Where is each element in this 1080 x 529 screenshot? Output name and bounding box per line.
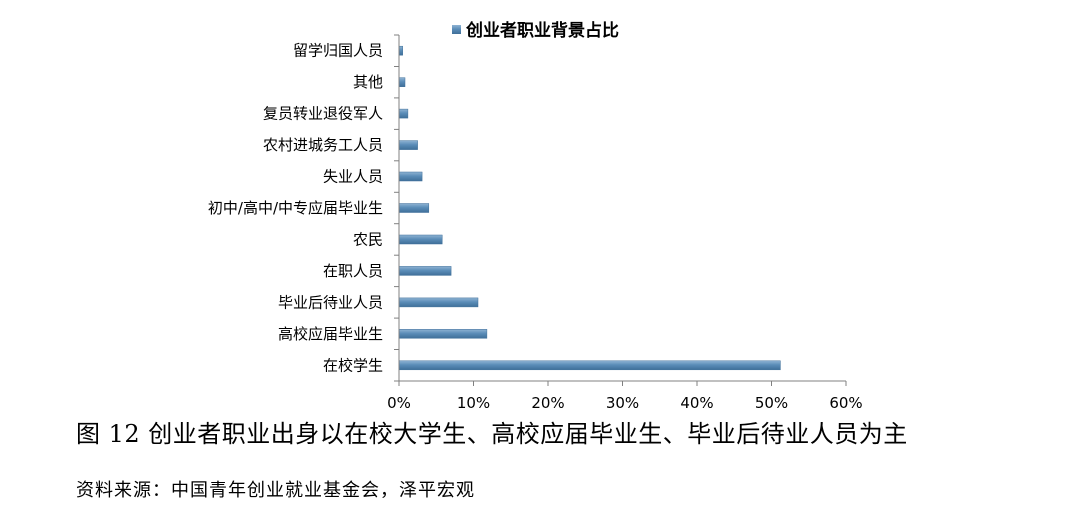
bar <box>398 140 418 150</box>
bar <box>398 171 423 182</box>
figure-caption: 图 12 创业者职业出身以在校大学生、高校应届毕业生、毕业后待业人员为主 <box>76 420 908 448</box>
bar <box>398 266 452 276</box>
x-tick-label: 40% <box>680 394 713 410</box>
category-label: 在校学生 <box>323 356 383 374</box>
x-tick-label: 20% <box>531 394 564 410</box>
category-label: 初中/高中/中专应届毕业生 <box>208 199 383 217</box>
axes: 0% 10% 20% 30% 40% 50% 60% <box>387 34 863 410</box>
category-label: 在职人员 <box>323 262 383 280</box>
category-label: 高校应届毕业生 <box>278 325 383 343</box>
category-label: 农村进城务工人员 <box>263 136 383 154</box>
bar-chart: 创业者职业背景占比 留学归国人员其他复员转业退役军人农村进城务工人员失业人员初中… <box>208 20 863 410</box>
bar <box>398 108 409 119</box>
category-label: 其他 <box>353 73 383 91</box>
x-tick-label: 0% <box>387 394 411 410</box>
x-tick-label: 60% <box>829 394 862 410</box>
category-label: 失业人员 <box>323 168 383 186</box>
category-label: 复员转业退役军人 <box>263 105 383 123</box>
x-tick-label: 50% <box>755 394 788 410</box>
bar <box>398 77 406 87</box>
source-note: 资料来源：中国青年创业就业基金会，泽平宏观 <box>76 480 475 501</box>
bar <box>398 234 443 245</box>
bar <box>398 329 488 339</box>
x-tick-label: 30% <box>606 394 639 410</box>
bar <box>398 360 781 371</box>
category-label: 农民 <box>353 231 383 249</box>
category-labels: 留学归国人员其他复员转业退役军人农村进城务工人员失业人员初中/高中/中专应届毕业… <box>208 42 383 375</box>
bar <box>398 297 479 308</box>
bar <box>398 203 430 213</box>
legend: 创业者职业背景占比 <box>452 20 619 41</box>
category-label: 留学归国人员 <box>293 42 383 60</box>
legend-label: 创业者职业背景占比 <box>465 20 619 41</box>
bars-group <box>398 45 781 371</box>
x-tick-label: 10% <box>457 394 490 410</box>
bar <box>398 45 403 56</box>
category-label: 毕业后待业人员 <box>278 293 383 311</box>
legend-swatch <box>452 25 461 34</box>
